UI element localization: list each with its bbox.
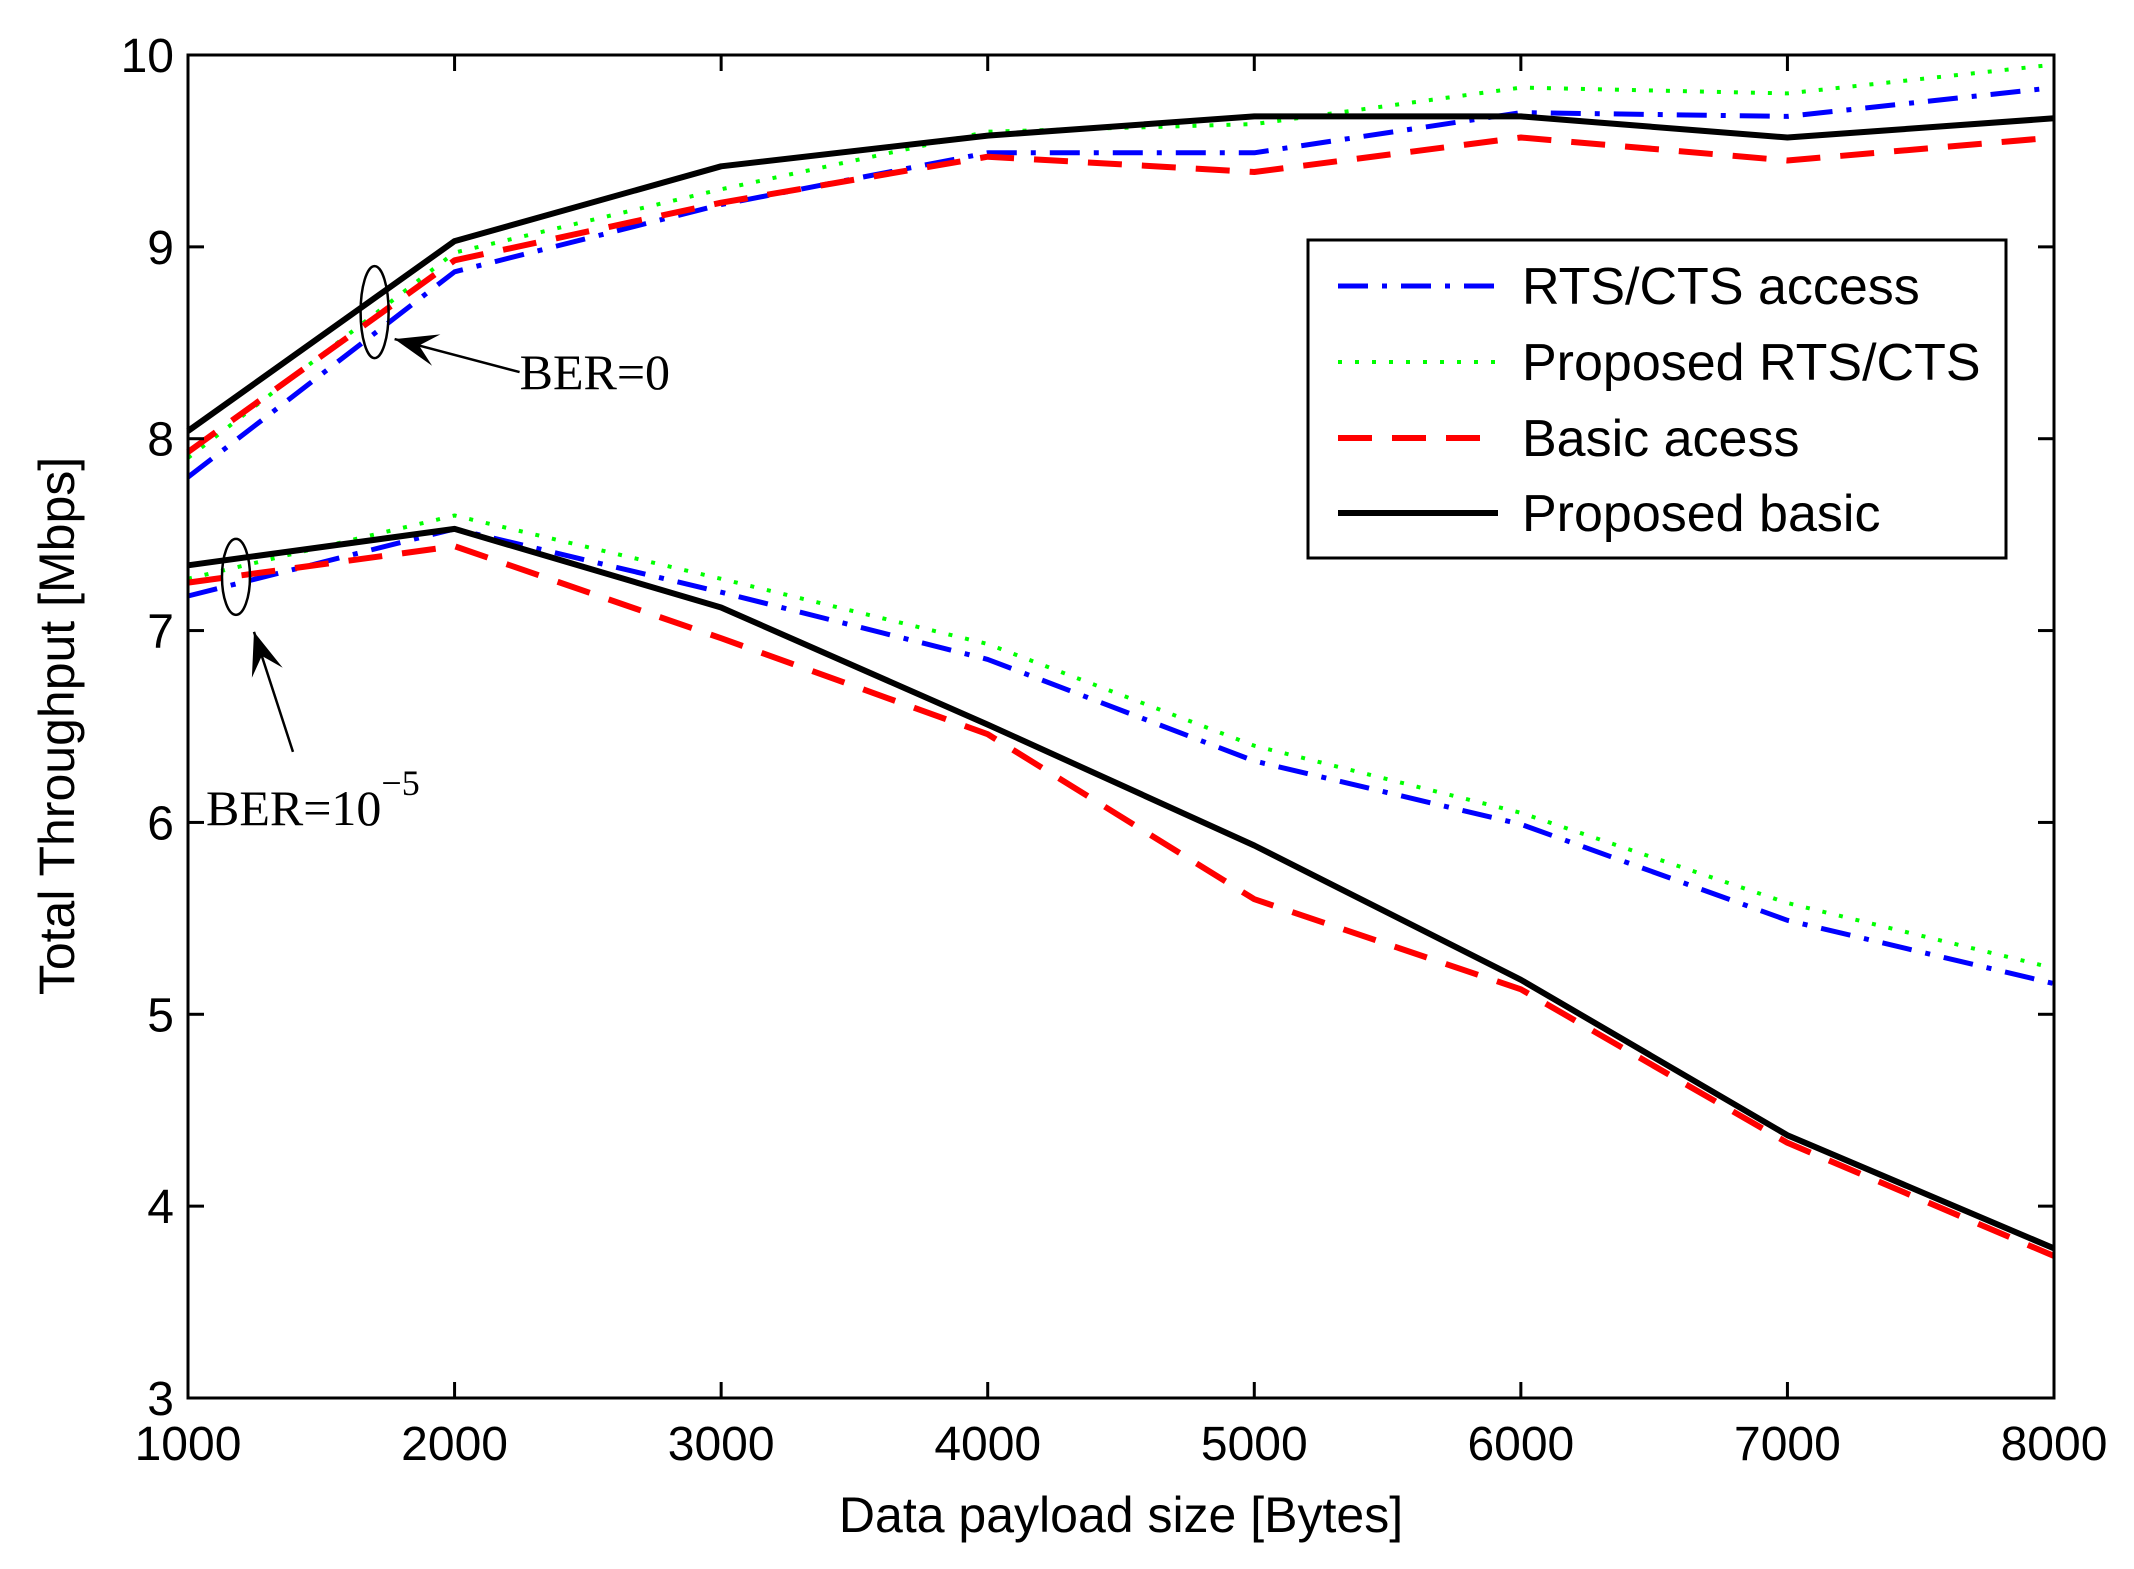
y-tick-label: 10 (121, 30, 174, 83)
annotation-exponent: −5 (381, 763, 419, 803)
y-tick-label: 5 (147, 989, 174, 1042)
x-axis-label: Data payload size [Bytes] (839, 1487, 1403, 1543)
y-axis-label: Total Throughput [Mbps] (29, 457, 85, 995)
x-tick-label: 4000 (934, 1418, 1041, 1471)
ber-1e-5-arrow-head (251, 631, 283, 678)
annotation-ber-0: BER=0 (520, 344, 670, 400)
y-tick-label: 8 (147, 414, 174, 467)
ber-1e-5-ellipse (220, 537, 252, 617)
series-line-basic-acess-ber-0 (186, 134, 2055, 455)
y-tick-label: 9 (147, 222, 174, 275)
ber-0-ellipse (359, 264, 390, 360)
y-tick-label: 3 (147, 1373, 174, 1426)
legend-label-proposed-rts-cts: Proposed RTS/CTS (1522, 334, 1981, 392)
x-tick-label: 3000 (668, 1418, 775, 1471)
x-tick-label: 7000 (1734, 1418, 1841, 1471)
series-line-basic-acess-ber-10-5 (187, 543, 2056, 1259)
legend-label-rts-cts-access: RTS/CTS access (1522, 258, 1920, 316)
series-line-proposed-rts-cts-ber-10-5 (187, 513, 2055, 971)
x-tick-label: 1000 (135, 1418, 242, 1471)
series-line-proposed-basic-ber-0 (186, 113, 2055, 434)
x-tick-label: 5000 (1201, 1418, 1308, 1471)
y-tick-label: 6 (147, 797, 174, 850)
series-line-proposed-basic-ber-10-5 (187, 525, 2056, 1252)
x-tick-label: 6000 (1467, 1418, 1574, 1471)
y-tick-label: 7 (147, 606, 174, 659)
legend-label-basic-acess: Basic acess (1522, 410, 1799, 468)
legend-label-proposed-basic: Proposed basic (1522, 485, 1880, 543)
x-tick-label: 8000 (2001, 1418, 2108, 1471)
series-line-rts-cts-access-ber-0 (186, 85, 2055, 480)
ber-0-arrow-head (394, 334, 441, 366)
legend: RTS/CTS access Proposed RTS/CTS Basic ac… (1306, 238, 2008, 560)
axis-ticks: 1000 2000 3000 4000 5000 6000 7000 8000 3 4 5 6 7 8 9 1… (121, 30, 2108, 1471)
y-tick-label: 4 (147, 1181, 174, 1234)
x-tick-label: 2000 (401, 1418, 508, 1471)
legend-box (1306, 238, 2008, 560)
plot-area-frame (186, 53, 2056, 1400)
series-layer (186, 62, 2056, 1259)
